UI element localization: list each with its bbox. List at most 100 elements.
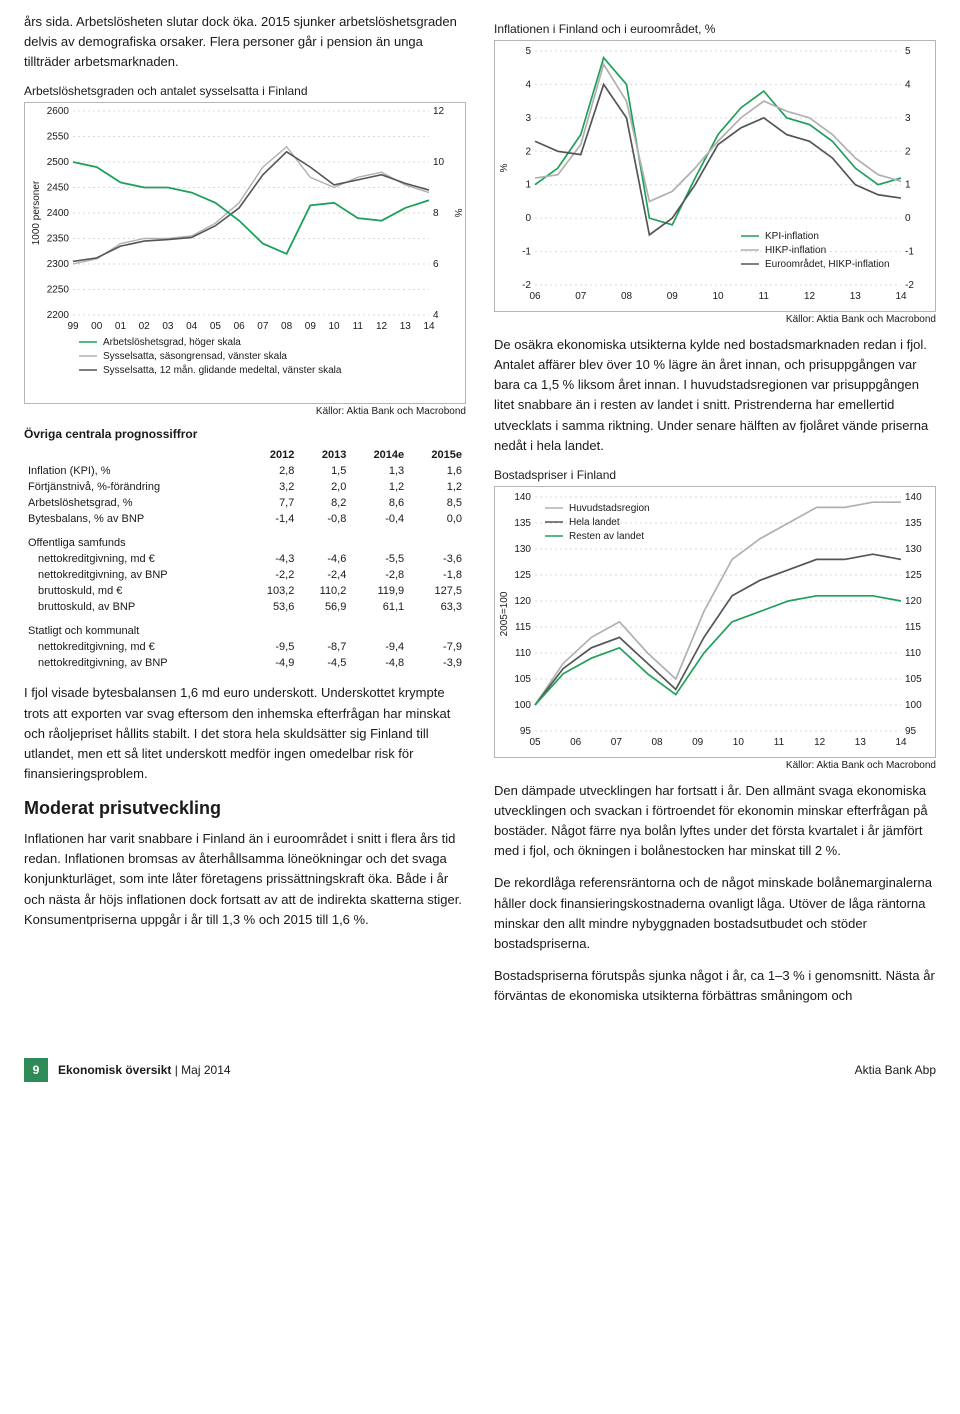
svg-text:14: 14 xyxy=(895,291,907,302)
right-para-3: De rekordlåga referensräntorna och de nå… xyxy=(494,873,936,954)
svg-text:-1: -1 xyxy=(522,247,531,258)
svg-text:-2: -2 xyxy=(905,280,914,291)
page-footer: 9 Ekonomisk översikt | Maj 2014 Aktia Ba… xyxy=(24,1058,936,1082)
svg-text:110: 110 xyxy=(515,648,531,659)
svg-text:1: 1 xyxy=(525,180,531,191)
svg-text:12: 12 xyxy=(376,321,388,332)
svg-text:03: 03 xyxy=(162,321,174,332)
svg-text:10: 10 xyxy=(712,291,724,302)
svg-text:%: % xyxy=(452,209,463,218)
svg-text:8: 8 xyxy=(433,208,439,219)
svg-text:3: 3 xyxy=(905,113,911,124)
svg-text:0: 0 xyxy=(905,213,911,224)
svg-text:08: 08 xyxy=(621,291,633,302)
svg-text:08: 08 xyxy=(281,321,293,332)
svg-text:125: 125 xyxy=(905,570,922,581)
svg-text:12: 12 xyxy=(814,737,826,748)
svg-text:07: 07 xyxy=(611,737,623,748)
svg-text:11: 11 xyxy=(774,737,785,748)
svg-text:110: 110 xyxy=(905,648,921,659)
svg-text:5: 5 xyxy=(525,46,531,57)
svg-text:2350: 2350 xyxy=(47,234,70,245)
svg-text:115: 115 xyxy=(905,622,921,633)
svg-text:140: 140 xyxy=(514,492,531,503)
table-title: Övriga centrala prognossiffror xyxy=(24,427,466,441)
svg-text:KPI-inflation: KPI-inflation xyxy=(765,231,819,242)
svg-text:2500: 2500 xyxy=(47,157,70,168)
svg-text:120: 120 xyxy=(514,596,531,607)
footer-title-light: | Maj 2014 xyxy=(171,1063,230,1077)
svg-text:0: 0 xyxy=(525,213,531,224)
svg-text:01: 01 xyxy=(115,321,127,332)
svg-text:%: % xyxy=(499,163,510,172)
svg-text:13: 13 xyxy=(855,737,867,748)
svg-text:100: 100 xyxy=(514,700,531,711)
left-para-3: Inflationen har varit snabbare i Finland… xyxy=(24,829,466,930)
svg-text:06: 06 xyxy=(529,291,541,302)
svg-text:13: 13 xyxy=(400,321,412,332)
chart2: -2-2-1-1001122334455060708091011121314% … xyxy=(494,40,936,312)
svg-text:1000 personer: 1000 personer xyxy=(31,181,42,246)
left-column: års sida. Arbetslösheten slutar dock öka… xyxy=(24,12,466,1018)
prognosis-table: 201220132014e2015eInflation (KPI), %2,81… xyxy=(24,447,466,671)
svg-text:6: 6 xyxy=(433,259,439,270)
svg-text:135: 135 xyxy=(514,518,531,529)
svg-text:12: 12 xyxy=(433,106,445,117)
svg-text:2300: 2300 xyxy=(47,259,70,270)
footer-title-bold: Ekonomisk översikt xyxy=(58,1063,171,1077)
footer-right: Aktia Bank Abp xyxy=(855,1063,936,1077)
svg-text:04: 04 xyxy=(186,321,198,332)
svg-text:Euroområdet, HIKP-inflation: Euroområdet, HIKP-inflation xyxy=(765,258,890,270)
svg-text:10: 10 xyxy=(733,737,745,748)
svg-text:05: 05 xyxy=(210,321,222,332)
chart1-title: Arbetslöshetsgraden och antalet sysselsa… xyxy=(24,84,466,98)
svg-text:4: 4 xyxy=(905,79,911,90)
svg-text:105: 105 xyxy=(514,674,531,685)
svg-text:100: 100 xyxy=(905,700,922,711)
svg-text:13: 13 xyxy=(850,291,862,302)
svg-text:Hela landet: Hela landet xyxy=(569,517,620,528)
right-para-2: Den dämpade utvecklingen har fortsatt i … xyxy=(494,781,936,862)
svg-text:14: 14 xyxy=(895,737,907,748)
svg-text:99: 99 xyxy=(67,321,79,332)
left-para-2: I fjol visade bytesbalansen 1,6 md euro … xyxy=(24,683,466,784)
svg-text:1: 1 xyxy=(905,180,911,191)
svg-text:14: 14 xyxy=(423,321,435,332)
svg-text:10: 10 xyxy=(433,157,445,168)
svg-text:120: 120 xyxy=(905,596,922,607)
svg-text:2005=100: 2005=100 xyxy=(499,591,510,636)
svg-text:11: 11 xyxy=(353,321,364,332)
chart3-source: Källor: Aktia Bank och Macrobond xyxy=(494,760,936,771)
svg-text:02: 02 xyxy=(139,321,151,332)
right-para-1: De osäkra ekonomiska utsikterna kylde ne… xyxy=(494,335,936,456)
svg-text:Sysselsatta, 12 mån. glidande: Sysselsatta, 12 mån. glidande medeltal, … xyxy=(103,364,342,376)
svg-text:4: 4 xyxy=(433,310,439,321)
svg-text:105: 105 xyxy=(905,674,922,685)
svg-text:Resten av landet: Resten av landet xyxy=(569,531,644,542)
svg-text:130: 130 xyxy=(905,544,922,555)
svg-text:140: 140 xyxy=(905,492,922,503)
svg-text:11: 11 xyxy=(759,291,770,302)
chart3-title: Bostadspriser i Finland xyxy=(494,468,936,482)
svg-text:00: 00 xyxy=(91,321,103,332)
svg-text:09: 09 xyxy=(692,737,704,748)
svg-text:5: 5 xyxy=(905,46,911,57)
footer-title: Ekonomisk översikt | Maj 2014 xyxy=(58,1063,231,1077)
svg-text:2400: 2400 xyxy=(47,208,70,219)
svg-text:2600: 2600 xyxy=(47,106,70,117)
svg-text:2450: 2450 xyxy=(47,183,70,194)
svg-text:05: 05 xyxy=(529,737,541,748)
svg-text:08: 08 xyxy=(651,737,663,748)
svg-text:135: 135 xyxy=(905,518,922,529)
svg-text:Sysselsatta, säsongrensad, vän: Sysselsatta, säsongrensad, vänster skala xyxy=(103,351,287,362)
right-column: Inflationen i Finland och i euroområdet,… xyxy=(494,12,936,1018)
heading-moderat: Moderat prisutveckling xyxy=(24,798,466,819)
svg-text:125: 125 xyxy=(514,570,531,581)
svg-text:10: 10 xyxy=(329,321,341,332)
svg-text:07: 07 xyxy=(257,321,269,332)
chart1: 2200225023002350240024502500255026004681… xyxy=(24,102,466,404)
svg-text:130: 130 xyxy=(514,544,531,555)
svg-text:Arbetslöshetsgrad, höger skala: Arbetslöshetsgrad, höger skala xyxy=(103,337,241,348)
svg-text:-1: -1 xyxy=(905,247,914,258)
svg-text:12: 12 xyxy=(804,291,816,302)
